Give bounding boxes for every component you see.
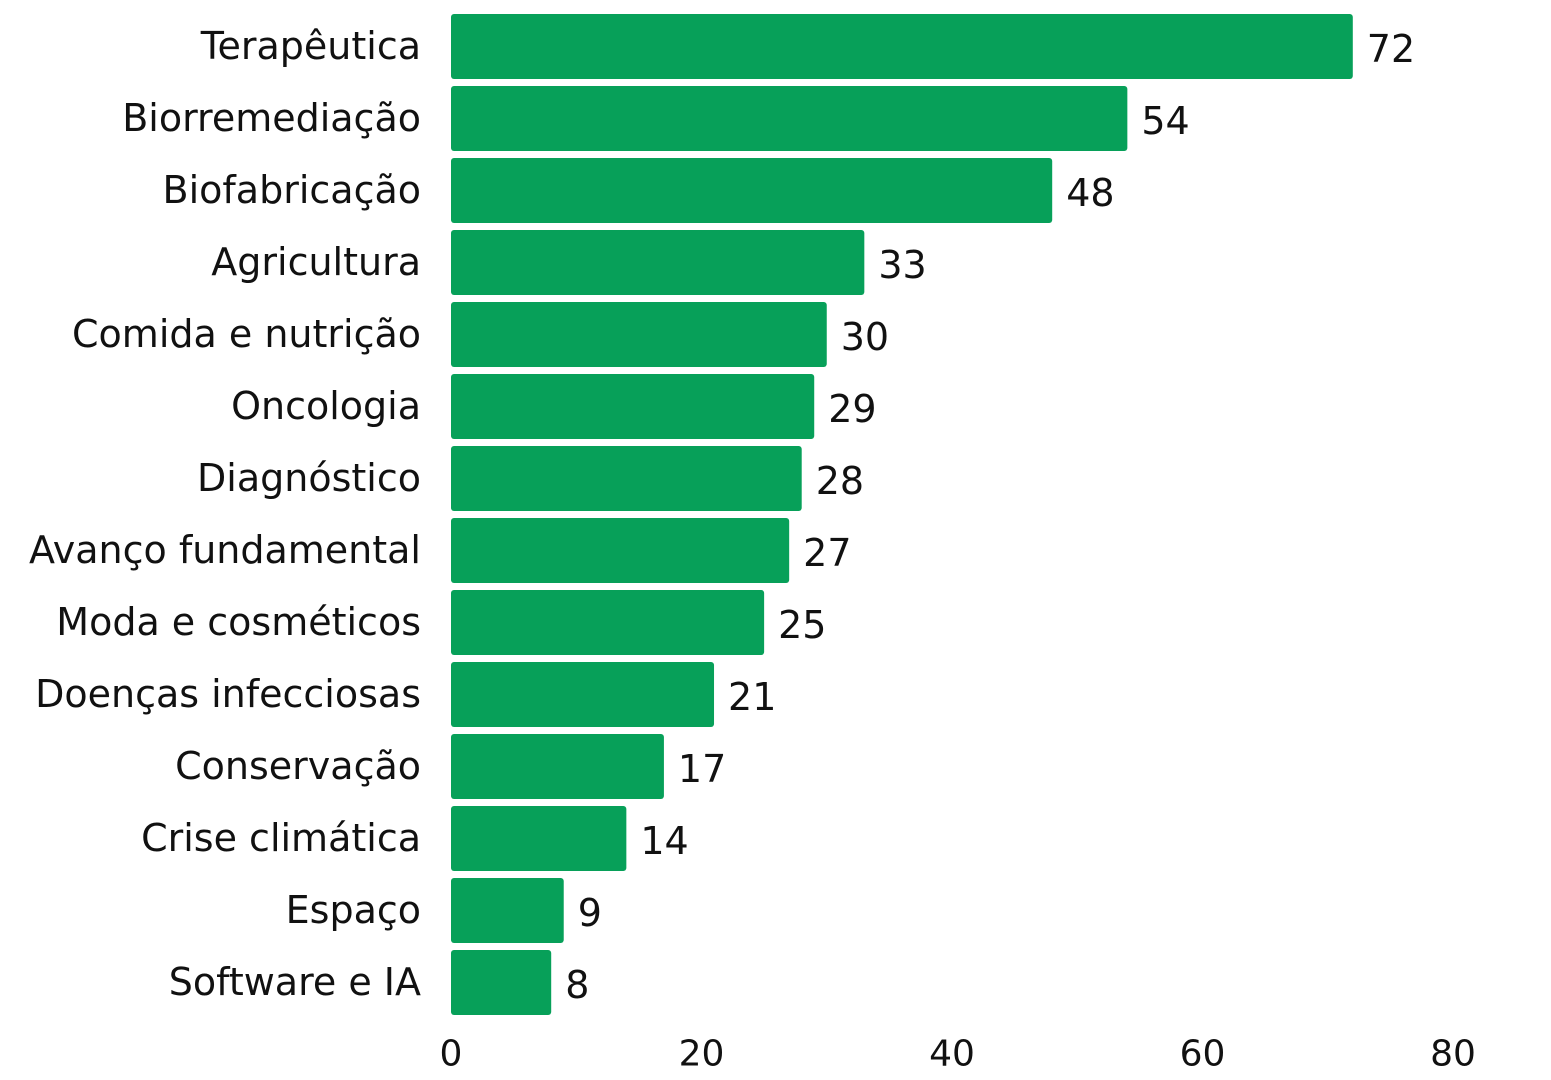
bar <box>451 374 815 439</box>
category-label: Terapêutica <box>200 24 421 68</box>
x-axis: 0 20 40 60 80 <box>440 1034 1476 1075</box>
x-tick-label: 40 <box>929 1034 975 1075</box>
value-label: 21 <box>728 675 776 719</box>
bar <box>451 806 627 871</box>
bar <box>451 14 1353 79</box>
value-label: 17 <box>678 747 726 791</box>
category-label: Software e IA <box>169 960 421 1004</box>
category-labels: Terapêutica Biorremediação Biofabricação Ag… <box>29 24 421 1004</box>
category-label: Diagnóstico <box>197 456 421 500</box>
bar <box>451 590 765 655</box>
bar <box>451 662 715 727</box>
category-label: Comida e nutrição <box>72 312 421 356</box>
x-tick-label: 0 <box>440 1034 463 1075</box>
category-label: Crise climática <box>141 816 421 860</box>
x-tick-label: 20 <box>679 1034 725 1075</box>
x-tick-label: 60 <box>1180 1034 1226 1075</box>
bar <box>451 734 664 799</box>
value-label: 30 <box>841 315 889 359</box>
x-tick-label: 80 <box>1430 1034 1476 1075</box>
bar <box>451 446 802 511</box>
bars-layer <box>451 14 1353 1015</box>
value-label: 72 <box>1367 27 1415 71</box>
bar <box>451 158 1053 223</box>
value-label: 25 <box>778 603 826 647</box>
bar <box>451 230 865 295</box>
category-label: Biofabricação <box>163 168 421 212</box>
value-label: 27 <box>803 531 851 575</box>
category-label: Espaço <box>286 888 421 932</box>
category-label: Avanço fundamental <box>29 528 421 572</box>
category-label: Oncologia <box>231 384 421 428</box>
value-label: 29 <box>828 387 876 431</box>
value-label: 14 <box>640 819 688 863</box>
category-label: Doenças infecciosas <box>35 672 421 716</box>
value-label: 9 <box>578 891 602 935</box>
category-label: Conservação <box>175 744 421 788</box>
bar <box>451 302 827 367</box>
value-label: 54 <box>1141 99 1189 143</box>
value-label: 28 <box>816 459 864 503</box>
value-label: 33 <box>878 243 926 287</box>
bar <box>451 86 1128 151</box>
category-label: Agricultura <box>211 240 421 284</box>
value-label: 48 <box>1066 171 1114 215</box>
bar <box>451 878 564 943</box>
value-label: 8 <box>565 963 589 1007</box>
bar <box>451 950 552 1015</box>
bar <box>451 518 790 583</box>
category-label: Moda e cosméticos <box>56 600 421 644</box>
category-label: Biorremediação <box>122 96 421 140</box>
